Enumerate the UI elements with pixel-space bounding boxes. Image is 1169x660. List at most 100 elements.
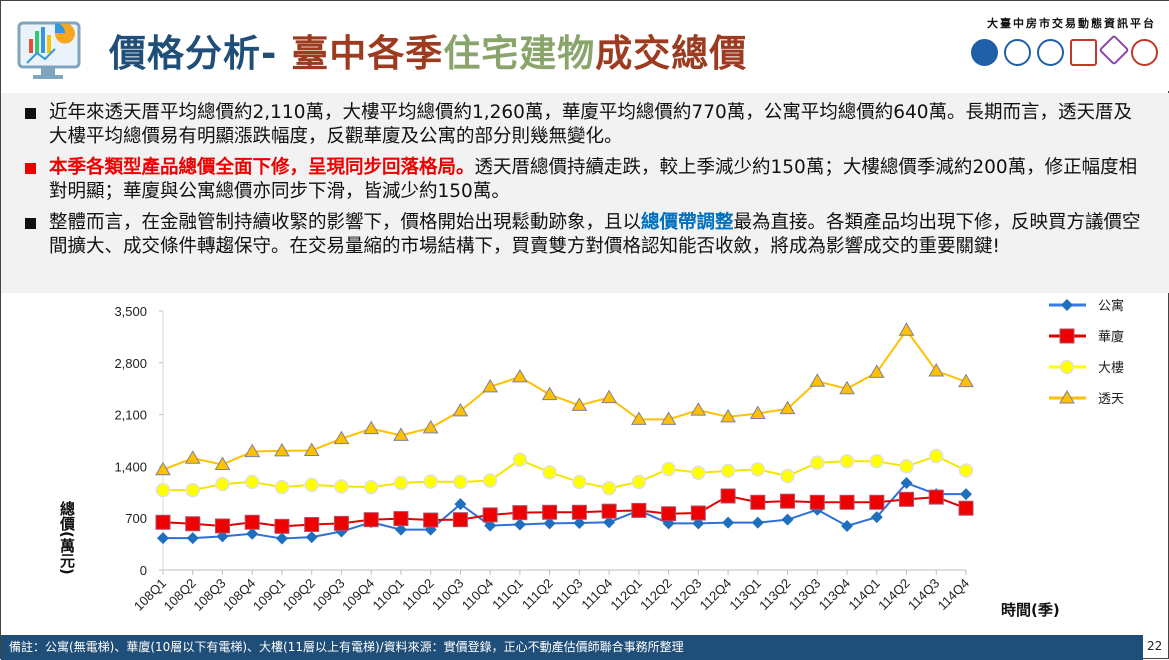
data-point bbox=[899, 491, 915, 507]
data-point bbox=[304, 477, 319, 493]
y-tick-label: 2,100 bbox=[114, 408, 147, 423]
x-tick-label: 109Q4 bbox=[339, 576, 377, 614]
analysis-text: 近年來透天厝平均總價約2,110萬，大樓平均總價約1,260萬，華廈平均總價約7… bbox=[1, 93, 1169, 293]
data-point bbox=[393, 475, 409, 491]
data-point bbox=[333, 430, 350, 445]
y-tick-label: 3,500 bbox=[114, 304, 147, 319]
x-tick-label: 114Q3 bbox=[905, 576, 943, 614]
data-point bbox=[690, 505, 706, 521]
data-point bbox=[572, 474, 587, 490]
series-line-透天 bbox=[162, 328, 967, 471]
data-point bbox=[244, 443, 261, 458]
data-point bbox=[512, 368, 528, 383]
data-point bbox=[394, 523, 407, 536]
data-point bbox=[868, 364, 885, 378]
x-tick-label: 112Q3 bbox=[667, 576, 705, 614]
data-point bbox=[870, 511, 883, 524]
bullet-highlight: 總價帶調整 bbox=[641, 212, 734, 233]
data-point bbox=[393, 511, 409, 527]
x-tick-label: 112Q1 bbox=[607, 576, 645, 614]
data-point bbox=[601, 480, 617, 496]
legend-label: 透天 bbox=[1098, 392, 1124, 407]
y-tick-label: 700 bbox=[125, 511, 147, 526]
x-tick-label: 112Q4 bbox=[697, 576, 735, 614]
data-point bbox=[275, 532, 288, 545]
data-point bbox=[214, 456, 231, 471]
y-tick-label: 0 bbox=[140, 563, 147, 578]
slide-header: 價格分析- 臺中各季住宅建物成交總價 大臺中房市交易動態資訊平台 bbox=[1, 1, 1169, 91]
data-point bbox=[809, 373, 826, 387]
x-tick-label: 109Q3 bbox=[309, 576, 347, 614]
data-point bbox=[781, 513, 794, 526]
page-title: 價格分析- 臺中各季住宅建物成交總價 bbox=[109, 23, 747, 77]
data-point bbox=[157, 532, 169, 545]
y-tick-label: 1,400 bbox=[114, 459, 147, 474]
data-point bbox=[839, 453, 855, 469]
x-tick-label: 114Q2 bbox=[875, 576, 913, 614]
bullet-2: 本季各類型產品總價全面下修，呈現同步回落格局。透天厝總價持續走跌，較上季減少約1… bbox=[23, 156, 1150, 203]
legend-marker bbox=[1059, 328, 1075, 344]
x-tick-label: 111Q2 bbox=[519, 576, 556, 613]
legend-label: 華廈 bbox=[1098, 329, 1124, 345]
price-line-chart: 07001,4002,1002,8003,500108Q1108Q2108Q31… bbox=[58, 298, 1124, 619]
footer-note: 備註：公寓(無電梯)、華廈(10層以下有電梯)、大樓(11層以上有電梯)/資料來… bbox=[1, 635, 1143, 660]
data-point bbox=[928, 489, 944, 505]
data-point bbox=[363, 479, 379, 495]
data-point bbox=[690, 402, 707, 416]
bullet-text: 最為直接。各類產品均出現下修，反映買方議價空間擴大、成交條件轉趨保守。在交易量縮… bbox=[49, 212, 1141, 257]
title-part: 臺中各季 bbox=[291, 32, 444, 75]
data-point bbox=[542, 504, 558, 520]
data-point bbox=[274, 479, 290, 495]
data-point bbox=[482, 378, 499, 393]
data-point bbox=[186, 532, 199, 545]
bullet-3: 整體而言，在金融管制持續收緊的影響下，價格開始出現鬆動跡象，且以總價帶調整最為直… bbox=[23, 211, 1150, 258]
ctreaa-logo bbox=[1131, 39, 1158, 66]
trda-logo bbox=[971, 39, 998, 66]
data-point bbox=[542, 465, 557, 480]
data-point bbox=[423, 474, 438, 489]
data-point bbox=[543, 517, 556, 530]
data-point bbox=[274, 518, 290, 534]
data-point bbox=[869, 494, 885, 510]
legend-label: 大樓 bbox=[1098, 361, 1124, 376]
data-point bbox=[691, 465, 706, 480]
data-point bbox=[482, 507, 498, 523]
data-point bbox=[393, 427, 409, 441]
data-point bbox=[661, 506, 677, 522]
bullet-text: 透天厝總價持續走跌，較上季減少約150萬；大樓總價季減約200萬，修正幅度相對明… bbox=[49, 157, 1138, 202]
data-point bbox=[929, 448, 944, 464]
x-tick-label: 111Q4 bbox=[578, 576, 615, 613]
emblem-logo bbox=[1037, 39, 1064, 66]
data-point bbox=[482, 473, 498, 488]
data-point bbox=[184, 450, 201, 464]
data-point bbox=[960, 488, 972, 501]
data-point bbox=[274, 442, 290, 457]
data-point bbox=[958, 373, 974, 388]
data-point bbox=[869, 453, 885, 469]
data-point bbox=[779, 400, 796, 415]
data-point bbox=[900, 477, 913, 490]
legend-marker bbox=[1061, 299, 1073, 311]
data-point bbox=[423, 512, 439, 528]
data-point bbox=[304, 516, 320, 532]
data-point bbox=[422, 419, 439, 434]
data-point bbox=[244, 514, 260, 530]
legend-marker bbox=[1059, 359, 1075, 375]
data-point bbox=[899, 459, 914, 474]
data-point bbox=[809, 494, 825, 510]
data-point bbox=[780, 493, 796, 509]
data-point bbox=[601, 503, 617, 519]
data-point bbox=[452, 402, 469, 417]
x-tick-label: 108Q2 bbox=[161, 576, 199, 614]
analytics-monitor-icon bbox=[17, 21, 81, 79]
building-logo bbox=[1004, 39, 1031, 66]
data-point bbox=[750, 462, 766, 477]
data-point bbox=[810, 455, 825, 470]
legend-marker bbox=[1059, 390, 1075, 404]
data-point bbox=[541, 386, 558, 401]
data-point bbox=[720, 488, 736, 504]
data-point bbox=[452, 512, 468, 528]
data-point bbox=[958, 500, 974, 516]
data-point bbox=[839, 380, 855, 395]
x-tick-label: 110Q3 bbox=[429, 576, 467, 614]
